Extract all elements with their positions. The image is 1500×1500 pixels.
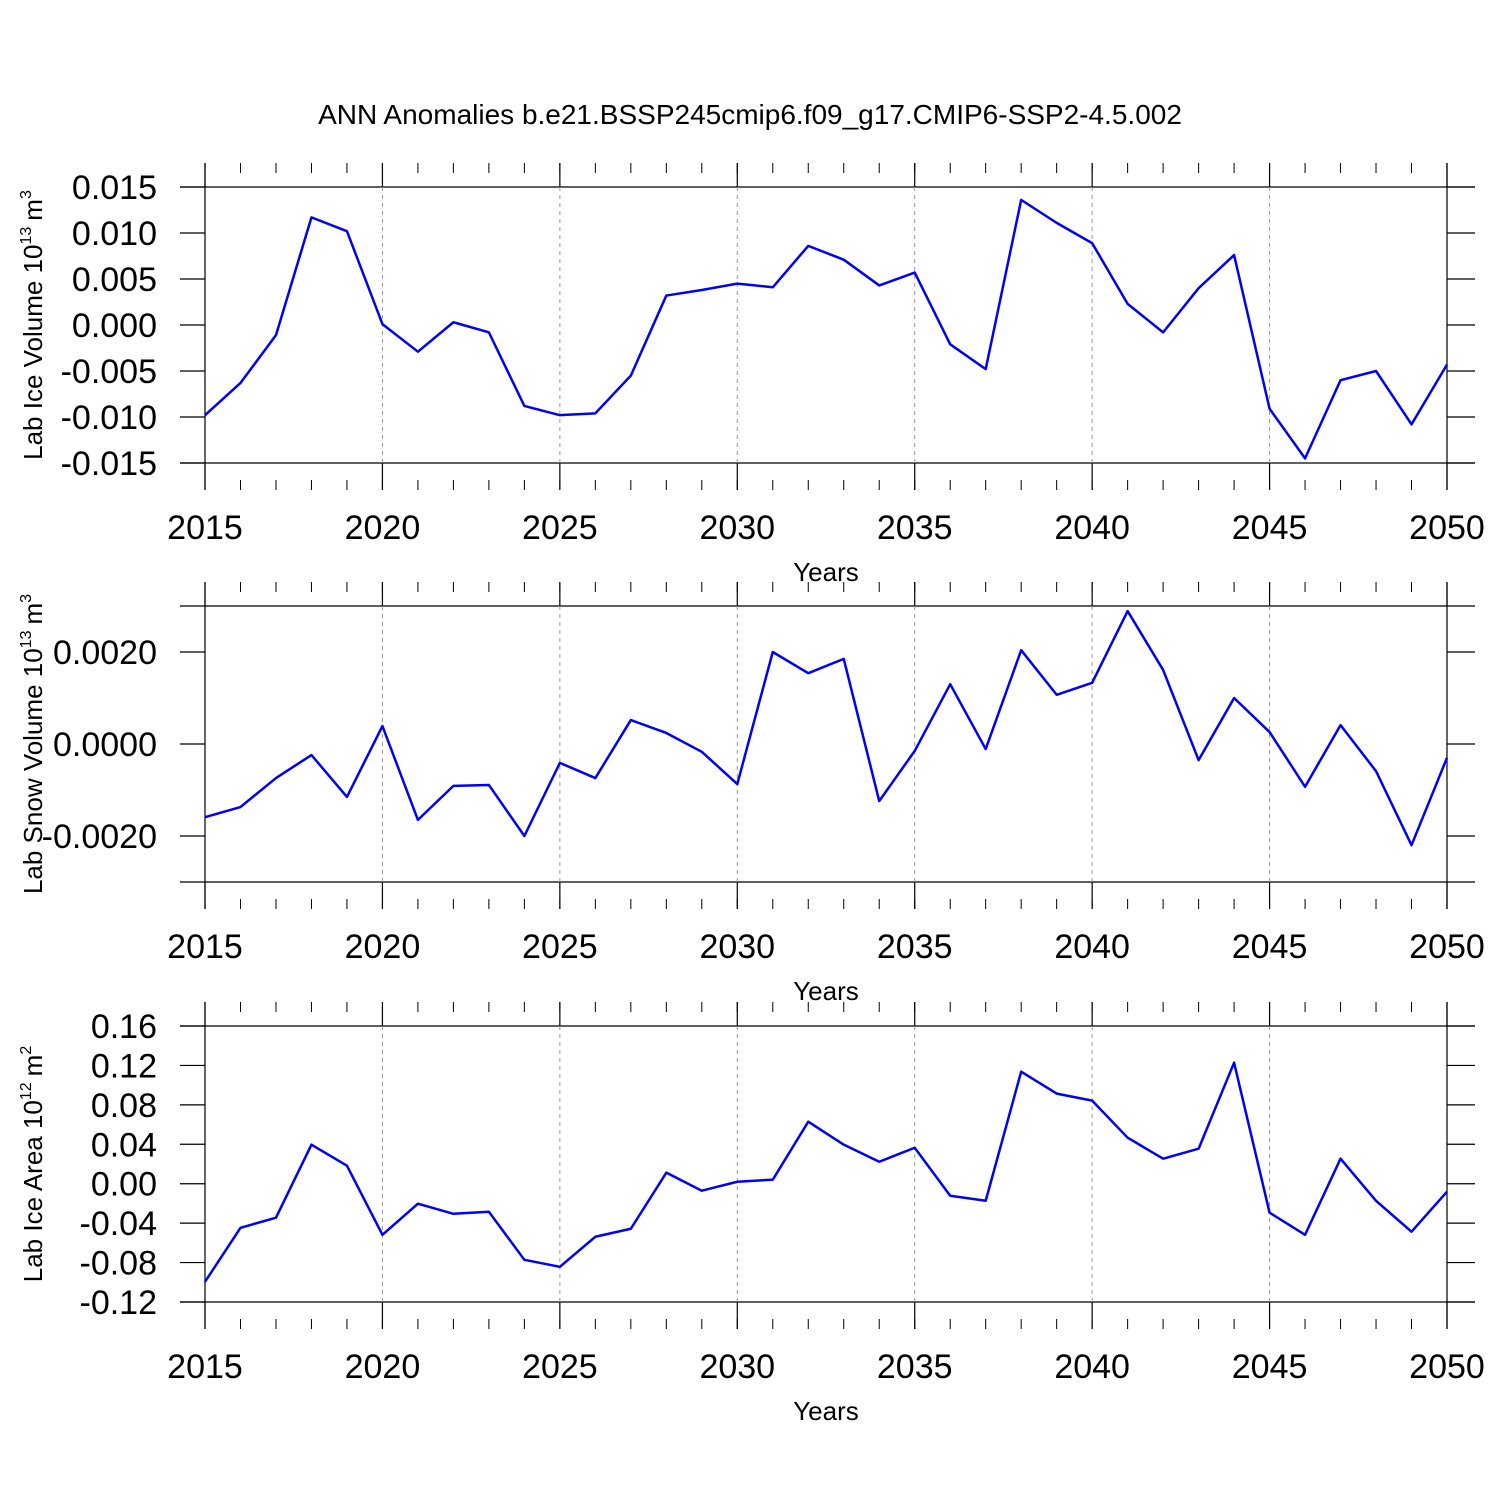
y-axis-title-unit-exp: 3 bbox=[18, 190, 35, 199]
y-axis-title: Lab Ice Volume 1013 m3 bbox=[18, 190, 48, 460]
x-axis-title: Years bbox=[793, 976, 859, 1006]
x-tick-label: 2015 bbox=[167, 928, 243, 966]
y-tick-label: -0.08 bbox=[80, 1245, 158, 1283]
x-tick-label: 2050 bbox=[1409, 509, 1485, 547]
y-axis-title: Lab Snow Volume 1013 m3 bbox=[18, 594, 48, 894]
x-tick-label: 2025 bbox=[522, 928, 598, 966]
x-tick-label: 2035 bbox=[877, 928, 953, 966]
x-tick-label: 2045 bbox=[1232, 1348, 1308, 1386]
y-axis-title-unit-exp: 3 bbox=[18, 594, 35, 603]
data-line bbox=[203, 1061, 1448, 1283]
y-tick-label: 0.015 bbox=[72, 169, 157, 207]
y-axis-title-unit: m bbox=[18, 1055, 48, 1077]
x-tick-label: 2020 bbox=[345, 509, 421, 547]
y-axis-title-unit: m bbox=[18, 199, 48, 221]
x-tick-label: 2045 bbox=[1232, 928, 1308, 966]
y-axis-title-text: Lab Ice Area 10 bbox=[18, 1100, 48, 1282]
y-tick-label: 0.00 bbox=[91, 1166, 157, 1204]
x-tick-label: 2045 bbox=[1232, 509, 1308, 547]
y-tick-label: -0.015 bbox=[61, 445, 157, 483]
y-tick-label: -0.12 bbox=[80, 1284, 158, 1322]
y-tick-label: 0.16 bbox=[91, 1008, 157, 1046]
x-tick-label: 2040 bbox=[1054, 928, 1130, 966]
figure-title: ANN Anomalies b.e21.BSSP245cmip6.f09_g17… bbox=[318, 99, 1182, 130]
y-axis-title-exp: 13 bbox=[18, 227, 35, 245]
x-tick-label: 2020 bbox=[345, 1348, 421, 1386]
y-axis-title: Lab Ice Area 1012 m2 bbox=[18, 1046, 48, 1283]
x-axis-title: Years bbox=[793, 557, 859, 587]
y-axis-title-unit: m bbox=[18, 603, 48, 625]
y-axis-title-exp: 13 bbox=[18, 630, 35, 648]
y-tick-label: 0.04 bbox=[91, 1126, 157, 1164]
y-tick-label: 0.000 bbox=[72, 307, 157, 345]
x-tick-label: 2025 bbox=[522, 1348, 598, 1386]
data-line bbox=[204, 198, 1449, 460]
y-tick-label: 0.08 bbox=[91, 1087, 157, 1125]
x-tick-label: 2035 bbox=[877, 1348, 953, 1386]
x-tick-label: 2030 bbox=[699, 509, 775, 547]
x-tick-label: 2020 bbox=[345, 928, 421, 966]
x-tick-label: 2025 bbox=[522, 509, 598, 547]
x-tick-label: 2040 bbox=[1054, 1348, 1130, 1386]
x-tick-label: 2015 bbox=[167, 1348, 243, 1386]
x-axis-title: Years bbox=[793, 1396, 859, 1426]
data-line bbox=[204, 609, 1449, 847]
y-tick-label: 0.0000 bbox=[53, 726, 157, 764]
x-tick-label: 2030 bbox=[699, 1348, 775, 1386]
y-axis-title-unit-exp: 2 bbox=[18, 1046, 35, 1055]
y-tick-label: 0.0020 bbox=[53, 634, 157, 672]
x-tick-label: 2015 bbox=[167, 509, 243, 547]
x-tick-label: 2050 bbox=[1409, 928, 1485, 966]
y-axis-title-text: Lab Ice Volume 10 bbox=[18, 244, 48, 459]
y-tick-label: -0.005 bbox=[61, 353, 157, 391]
y-tick-label: -0.04 bbox=[80, 1205, 158, 1243]
x-tick-label: 2030 bbox=[699, 928, 775, 966]
y-axis-title-exp: 12 bbox=[18, 1082, 35, 1100]
x-tick-label: 2050 bbox=[1409, 1348, 1485, 1386]
y-tick-label: 0.010 bbox=[72, 215, 157, 253]
y-tick-label: 0.005 bbox=[72, 261, 157, 299]
y-tick-label: -0.0020 bbox=[42, 818, 157, 856]
y-axis-title-text: Lab Snow Volume 10 bbox=[18, 648, 48, 894]
x-tick-label: 2040 bbox=[1054, 509, 1130, 547]
y-tick-label: 0.12 bbox=[91, 1047, 157, 1085]
x-tick-label: 2035 bbox=[877, 509, 953, 547]
y-tick-label: -0.010 bbox=[61, 399, 157, 437]
